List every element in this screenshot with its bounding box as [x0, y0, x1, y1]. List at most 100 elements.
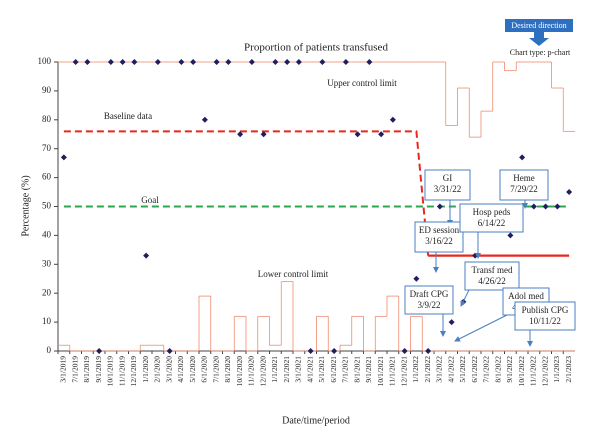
series-label: Goal: [141, 195, 159, 205]
x-tick-label: 5/1/2022: [458, 356, 467, 383]
series-label: Upper control limit: [327, 78, 397, 88]
x-tick-label: 7/1/2019: [70, 356, 79, 383]
data-point: [84, 59, 91, 65]
data-point: [472, 252, 479, 259]
data-point: [530, 203, 537, 210]
annotation-text: Transf med: [472, 265, 513, 275]
x-tick-label: 3/1/2021: [294, 356, 303, 383]
annotation-box: [424, 169, 471, 201]
series-label: Lower control limit: [258, 269, 329, 279]
x-tick-label: 8/1/2019: [82, 356, 91, 383]
y-axis-label: Percentage (%): [20, 175, 31, 236]
x-tick-label: 8/1/2020: [223, 356, 232, 383]
y-tick-label: 100: [38, 56, 52, 66]
annotation-arrow: [460, 289, 470, 307]
x-tick-label: 7/1/2020: [211, 356, 220, 383]
annotation-text: Publish CPG: [522, 305, 569, 315]
annotation-text: 7/29/22: [510, 184, 538, 194]
annotation-box: [514, 301, 576, 331]
y-tick-label: 10: [42, 316, 52, 326]
data-point: [201, 116, 208, 123]
y-tick-label: 50: [42, 201, 52, 211]
x-tick-label: 12/1/2021: [399, 356, 408, 387]
data-point: [119, 59, 126, 65]
series-label: Baseline data: [104, 111, 152, 121]
x-tick-label: 2/1/2023: [564, 356, 573, 383]
annotation-text: 3/16/22: [425, 236, 453, 246]
x-tick-label: 4/1/2020: [176, 356, 185, 383]
annotation-text: 3/31/22: [434, 184, 462, 194]
data-point: [72, 59, 79, 65]
data-point: [378, 131, 385, 138]
x-tick-label: 3/1/2022: [435, 356, 444, 383]
data-point: [354, 131, 361, 138]
data-point: [342, 59, 349, 65]
data-point: [436, 203, 443, 210]
x-tick-label: 11/1/2020: [247, 356, 256, 386]
x-tick-label: 5/1/2021: [317, 356, 326, 383]
data-point: [507, 232, 514, 239]
data-point: [131, 59, 138, 65]
data-point: [566, 189, 573, 196]
data-point: [143, 252, 150, 259]
data-point: [425, 348, 432, 354]
x-tick-label: 11/1/2021: [388, 356, 397, 386]
annotation-text: 4/26/22: [478, 276, 506, 286]
annotation-text: Hosp peds: [473, 207, 511, 217]
data-point: [413, 275, 420, 282]
data-point: [225, 59, 232, 65]
annotation-text: 6/14/22: [478, 218, 506, 228]
annotation-text: Draft CPG: [410, 289, 449, 299]
x-tick-label: 7/1/2021: [341, 356, 350, 383]
x-tick-label: 11/1/2022: [529, 356, 538, 386]
chart-type-note: Chart type: p-chart: [510, 48, 571, 57]
annotation-text: ED session: [419, 225, 460, 235]
x-tick-label: 10/1/2021: [376, 356, 385, 387]
data-point: [166, 348, 173, 354]
x-tick-label: 10/1/2020: [235, 356, 244, 387]
x-tick-label: 4/1/2021: [305, 356, 314, 383]
data-point: [401, 348, 408, 354]
x-tick-label: 3/1/2020: [164, 356, 173, 383]
x-axis-label: Date/time/period: [282, 415, 350, 426]
data-point: [154, 59, 161, 65]
annotation-box: [459, 203, 524, 233]
data-point: [366, 59, 373, 65]
center-line: [63, 130, 430, 256]
data-point: [237, 131, 244, 138]
x-tick-label: 1/1/2021: [270, 356, 279, 383]
x-tick-label: 12/1/2020: [258, 356, 267, 387]
x-tick-label: 9/1/2021: [364, 356, 373, 383]
annotation-arrow: [454, 314, 508, 342]
direction-note: Desired direction: [511, 21, 566, 30]
x-tick-label: 12/1/2019: [129, 356, 138, 387]
x-tick-label: 8/1/2021: [352, 356, 361, 383]
data-point: [554, 203, 561, 210]
data-point: [542, 203, 549, 210]
data-point: [295, 59, 302, 65]
direction-box: [505, 19, 573, 32]
data-point: [213, 59, 220, 65]
x-tick-label: 6/1/2020: [200, 356, 209, 383]
y-tick-label: 80: [42, 114, 52, 124]
y-tick-label: 30: [42, 258, 52, 268]
data-point: [448, 319, 455, 326]
x-tick-label: 5/1/2020: [188, 356, 197, 383]
data-point: [307, 348, 314, 354]
x-tick-label: 10/1/2022: [517, 356, 526, 387]
annotation-text: Adol med: [508, 291, 544, 301]
x-tick-label: 1/1/2020: [141, 356, 150, 383]
data-point: [519, 154, 526, 161]
y-tick-label: 0: [47, 345, 52, 355]
annotation-box: [414, 221, 464, 253]
y-tick-label: 90: [42, 85, 52, 95]
data-point: [178, 59, 185, 65]
data-point: [60, 154, 67, 161]
x-tick-label: 9/1/2019: [94, 356, 103, 383]
y-tick-label: 70: [42, 143, 52, 153]
x-tick-label: 4/1/2022: [446, 356, 455, 383]
annotation-text: Heme: [513, 173, 535, 183]
x-tick-label: 3/1/2019: [59, 356, 68, 383]
data-point: [96, 348, 103, 354]
